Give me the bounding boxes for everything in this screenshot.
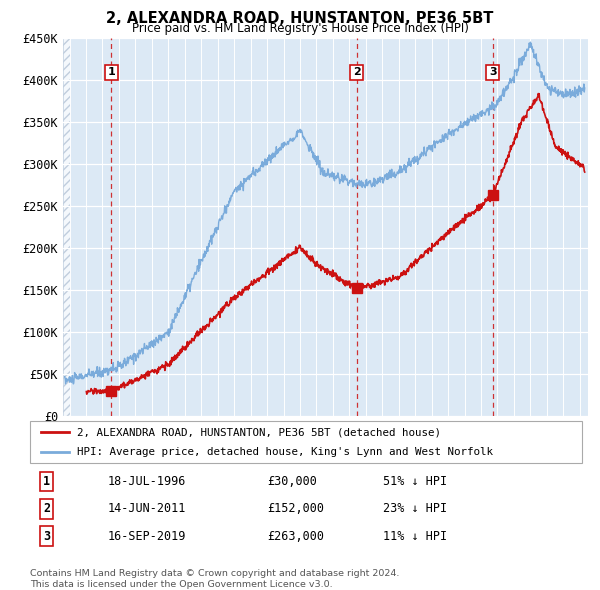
Bar	[63, 38, 70, 416]
Text: 14-JUN-2011: 14-JUN-2011	[107, 502, 185, 516]
Text: 1: 1	[107, 67, 115, 77]
Text: 2: 2	[353, 67, 361, 77]
Text: £263,000: £263,000	[268, 530, 325, 543]
Text: 18-JUL-1996: 18-JUL-1996	[107, 475, 185, 488]
Text: 3: 3	[489, 67, 497, 77]
Text: Price paid vs. HM Land Registry's House Price Index (HPI): Price paid vs. HM Land Registry's House …	[131, 22, 469, 35]
Text: 16-SEP-2019: 16-SEP-2019	[107, 530, 185, 543]
Text: £30,000: £30,000	[268, 475, 317, 488]
FancyBboxPatch shape	[30, 421, 582, 463]
Text: 1: 1	[43, 475, 50, 488]
Text: 2, ALEXANDRA ROAD, HUNSTANTON, PE36 5BT (detached house): 2, ALEXANDRA ROAD, HUNSTANTON, PE36 5BT …	[77, 427, 441, 437]
Text: 11% ↓ HPI: 11% ↓ HPI	[383, 530, 448, 543]
Text: 2: 2	[43, 502, 50, 516]
Text: 3: 3	[43, 530, 50, 543]
Text: 2, ALEXANDRA ROAD, HUNSTANTON, PE36 5BT: 2, ALEXANDRA ROAD, HUNSTANTON, PE36 5BT	[106, 11, 494, 25]
Text: 51% ↓ HPI: 51% ↓ HPI	[383, 475, 448, 488]
Text: HPI: Average price, detached house, King's Lynn and West Norfolk: HPI: Average price, detached house, King…	[77, 447, 493, 457]
Text: 23% ↓ HPI: 23% ↓ HPI	[383, 502, 448, 516]
Text: Contains HM Land Registry data © Crown copyright and database right 2024.
This d: Contains HM Land Registry data © Crown c…	[30, 569, 400, 589]
Text: £152,000: £152,000	[268, 502, 325, 516]
